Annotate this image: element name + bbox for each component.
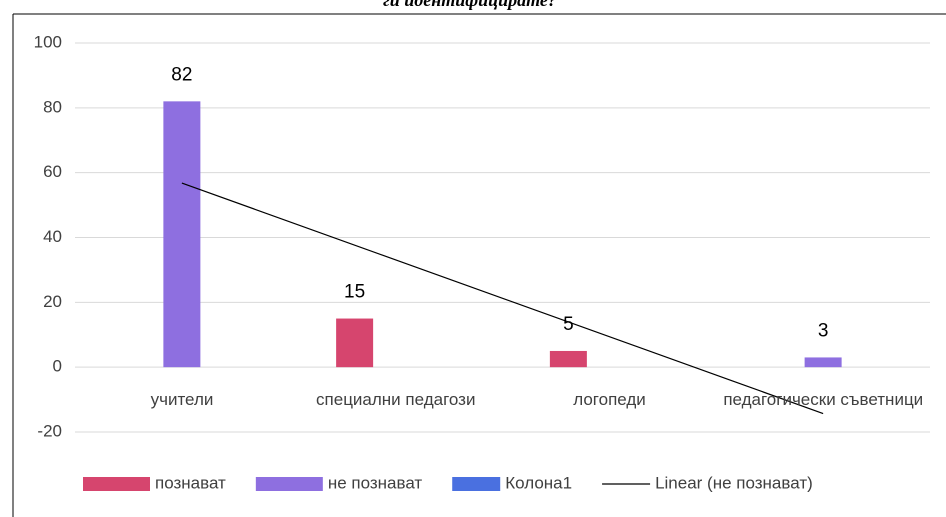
legend-label: Linear (не познават) [655,473,813,492]
legend-label: Колона1 [505,473,572,492]
bar [163,101,201,368]
y-tick-label: 60 [43,162,62,181]
x-tick-label: учители [150,390,214,410]
data-label: 15 [344,282,365,303]
y-tick-label: 40 [43,227,62,246]
legend-label: не познават [328,473,423,492]
y-tick-label: 100 [34,32,62,51]
y-tick-label: 20 [43,292,62,311]
bar [336,318,374,368]
data-label: 82 [171,64,192,85]
trend-line [181,182,824,415]
x-tick-label: логопеди [573,390,646,410]
data-label: 5 [563,314,574,335]
legend-swatch [83,477,150,491]
data-label: 3 [818,320,829,341]
x-tick-label: педагогически съветници [723,390,924,410]
legend-swatch [255,477,323,491]
chart-title: ги идентифицирате? [383,0,557,10]
legend-label: познават [155,473,226,492]
legend-swatch [452,477,501,491]
y-tick-label: -20 [37,421,62,440]
y-tick-label: 0 [53,357,62,376]
bar [804,357,842,368]
x-tick-label: специални педагози [316,390,476,410]
bar [549,350,587,368]
y-tick-label: 80 [43,97,62,116]
